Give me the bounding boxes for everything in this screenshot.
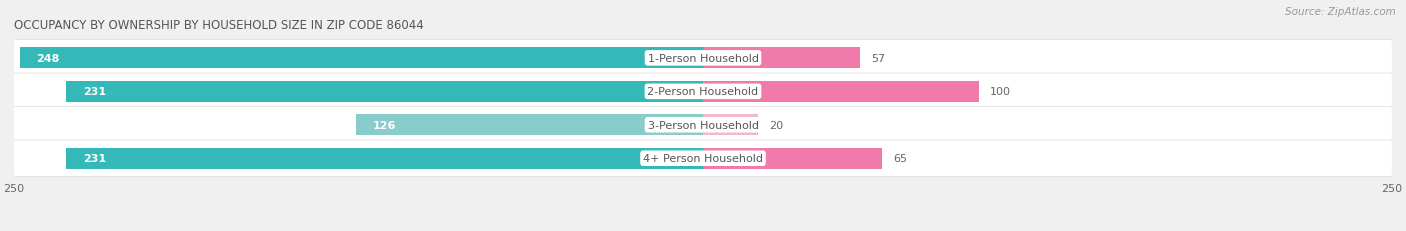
Text: 57: 57 [872, 54, 886, 64]
Bar [356, 115, 703, 136]
Bar [703, 115, 758, 136]
Text: OCCUPANCY BY OWNERSHIP BY HOUSEHOLD SIZE IN ZIP CODE 86044: OCCUPANCY BY OWNERSHIP BY HOUSEHOLD SIZE… [14, 19, 423, 32]
Text: 248: 248 [37, 54, 59, 64]
Bar [703, 48, 860, 69]
Bar [66, 82, 703, 102]
Bar [703, 82, 979, 102]
Text: 100: 100 [990, 87, 1011, 97]
Text: 126: 126 [373, 120, 395, 130]
FancyBboxPatch shape [14, 74, 1392, 110]
Bar [20, 48, 703, 69]
Bar [66, 148, 703, 169]
Text: 3-Person Household: 3-Person Household [648, 120, 758, 130]
Text: 65: 65 [893, 154, 907, 164]
Bar [703, 148, 882, 169]
Text: 20: 20 [769, 120, 783, 130]
Text: 231: 231 [83, 87, 105, 97]
FancyBboxPatch shape [14, 40, 1392, 77]
Text: 2-Person Household: 2-Person Household [647, 87, 759, 97]
Text: 231: 231 [83, 154, 105, 164]
FancyBboxPatch shape [14, 140, 1392, 177]
Text: 4+ Person Household: 4+ Person Household [643, 154, 763, 164]
FancyBboxPatch shape [14, 107, 1392, 143]
Text: 1-Person Household: 1-Person Household [648, 54, 758, 64]
Text: Source: ZipAtlas.com: Source: ZipAtlas.com [1285, 7, 1396, 17]
